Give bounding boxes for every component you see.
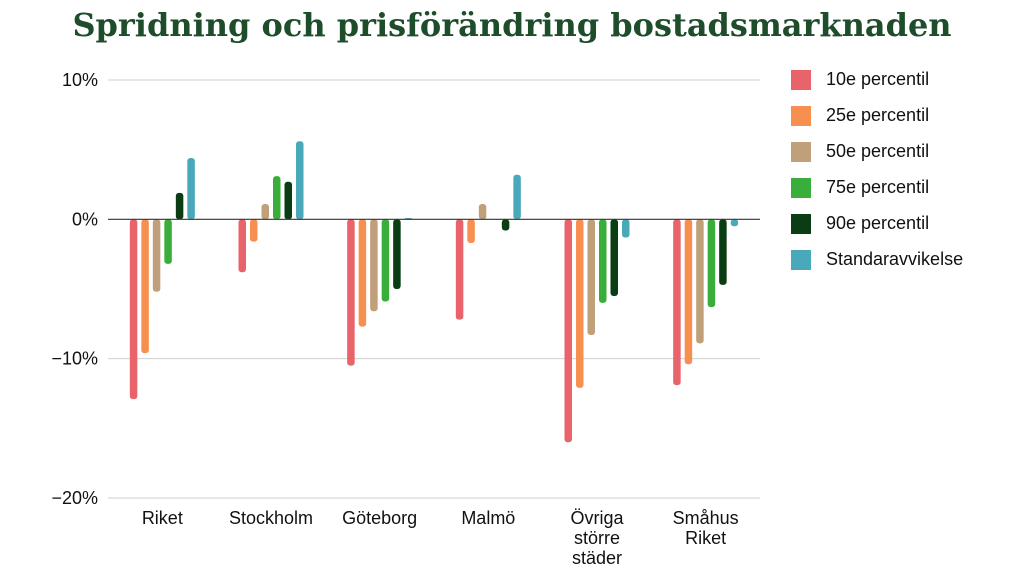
bar — [599, 219, 607, 303]
bar — [381, 219, 390, 302]
x-axis-categories: Riket Stockholm Göteborg Malmö Övrigastörres… — [142, 508, 739, 568]
bar — [673, 219, 681, 386]
category-label: Småhus — [673, 508, 739, 528]
bar — [273, 176, 281, 220]
bar — [719, 219, 727, 285]
bar — [250, 219, 258, 242]
bar — [564, 219, 572, 443]
bar — [587, 219, 595, 335]
legend-label: 50e percentil — [826, 141, 929, 161]
bar — [261, 204, 269, 220]
legend-swatch — [791, 106, 811, 126]
gridlines — [108, 79, 760, 499]
bar — [164, 219, 172, 264]
y-axis-ticks: 10% 0% −10% −20% — [51, 70, 98, 508]
y-tick-label: −10% — [51, 349, 98, 369]
category-label: städer — [572, 548, 622, 568]
bar — [129, 219, 138, 400]
y-tick-label: 10% — [62, 70, 98, 90]
category-label: större — [574, 528, 620, 548]
bar — [358, 219, 367, 327]
category-label: Övriga — [570, 508, 624, 528]
bar — [152, 219, 161, 292]
category-label: Riket — [685, 528, 726, 548]
bar — [610, 219, 618, 296]
legend-swatch — [791, 214, 811, 234]
bar — [513, 174, 521, 220]
legend-swatch — [791, 178, 811, 198]
y-tick-label: −20% — [51, 488, 98, 508]
bar — [347, 219, 355, 366]
category-label: Stockholm — [229, 508, 313, 528]
bar — [684, 219, 693, 365]
legend-label: 25e percentil — [826, 105, 929, 125]
category-label: Malmö — [461, 508, 515, 528]
bar — [730, 219, 739, 227]
bar — [622, 219, 630, 238]
bar — [576, 219, 584, 388]
bar — [696, 219, 704, 344]
bar — [467, 219, 475, 244]
y-tick-label: 0% — [72, 209, 98, 229]
chart-title: Spridning och prisförändring bostadsmark… — [72, 6, 952, 44]
legend-label: 90e percentil — [826, 213, 929, 233]
category-label: Riket — [142, 508, 183, 528]
bar — [478, 204, 487, 220]
bar — [238, 219, 246, 273]
bar — [707, 219, 716, 308]
bar — [501, 219, 510, 231]
legend-swatch — [791, 142, 811, 162]
bar — [455, 219, 464, 320]
legend-swatch — [791, 250, 811, 270]
bar — [370, 219, 378, 312]
bars — [129, 141, 739, 443]
category-label: Göteborg — [342, 508, 417, 528]
bar — [284, 181, 292, 220]
bar — [393, 219, 401, 289]
bar — [296, 141, 304, 220]
bar — [187, 158, 195, 220]
legend-label: 10e percentil — [826, 69, 929, 89]
legend-label: 75e percentil — [826, 177, 929, 197]
legend: 10e percentil 25e percentil 50e percentil 7… — [791, 69, 963, 270]
legend-label: Standaravvikelse — [826, 249, 963, 269]
bar — [141, 219, 149, 354]
legend-swatch — [791, 70, 811, 90]
bar — [175, 192, 184, 220]
